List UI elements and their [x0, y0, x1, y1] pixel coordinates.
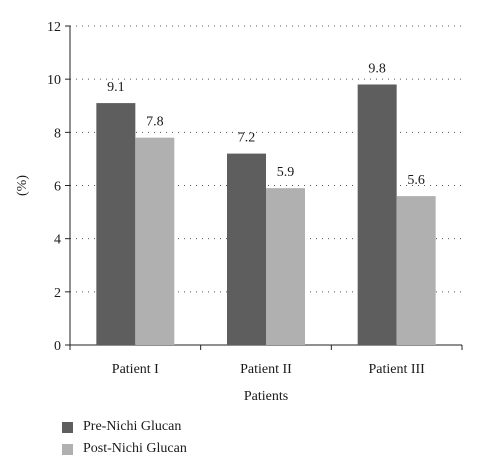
- legend-swatch-post: [62, 443, 73, 455]
- bar-post-3: [396, 196, 436, 345]
- x-ticks: Patient I Patient II Patient III: [69, 345, 463, 377]
- y-tick-label: 12: [47, 20, 61, 35]
- data-label: 9.1: [107, 80, 125, 95]
- y-tick-label: 0: [54, 339, 61, 354]
- bar-post-2: [266, 188, 305, 345]
- y-axis-title: (%): [15, 175, 30, 196]
- y-tick-label: 2: [54, 286, 61, 301]
- bars: 9.1 7.8 7.2 5.9 9.8 5.6: [96, 61, 436, 345]
- y-tick-label: 8: [54, 126, 61, 141]
- data-label: 5.6: [407, 173, 425, 188]
- y-tick-label: 4: [54, 233, 61, 248]
- data-label: 9.8: [368, 61, 386, 76]
- legend-item-pre: Pre-Nichi Glucan: [62, 416, 187, 438]
- y-ticks: 0 2 4 6 8 10 12: [47, 20, 70, 354]
- legend-label-post: Post-Nichi Glucan: [83, 441, 187, 456]
- legend-label-pre: Pre-Nichi Glucan: [83, 419, 182, 434]
- data-label: 5.9: [277, 165, 295, 180]
- data-label: 7.2: [238, 131, 256, 146]
- bar-pre-2: [227, 153, 266, 345]
- legend: Pre-Nichi Glucan Post-Nichi Glucan: [62, 416, 187, 460]
- x-axis-title: Patients: [244, 389, 288, 404]
- x-tick-label: Patient II: [240, 362, 292, 377]
- bar-post-1: [135, 137, 175, 345]
- legend-swatch-pre: [62, 421, 73, 433]
- bar-pre-3: [357, 84, 397, 345]
- x-tick-label: Patient I: [112, 362, 159, 377]
- y-tick-label: 10: [47, 73, 61, 88]
- legend-item-post: Post-Nichi Glucan: [62, 438, 187, 460]
- data-label: 7.8: [146, 115, 164, 130]
- bar-pre-1: [96, 103, 136, 345]
- x-tick-label: Patient III: [368, 362, 425, 377]
- y-tick-label: 6: [54, 180, 61, 195]
